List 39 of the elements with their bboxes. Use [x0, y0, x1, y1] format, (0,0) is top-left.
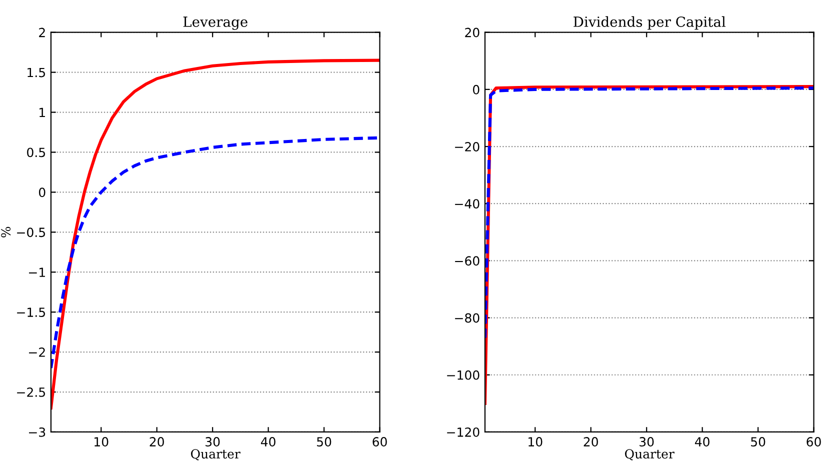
x-tick-label: 60	[372, 437, 387, 447]
y-tick-label: −1	[29, 268, 45, 277]
y-tick-label: 2	[39, 28, 45, 38]
y-tick-label: −2	[29, 348, 45, 357]
x-axis-title: Quarter	[625, 449, 674, 460]
x-tick-label: 30	[206, 437, 220, 447]
y-tick-label: 1	[40, 108, 45, 118]
x-tick-label: 30	[640, 437, 654, 447]
x-tick-label: 10	[94, 437, 108, 447]
y-tick-label: −60	[455, 256, 480, 266]
x-axis-title: Quarter	[191, 449, 240, 460]
x-tick-label: 50	[751, 437, 766, 447]
y-tick-label: −20	[455, 142, 480, 152]
y-tick-label: −80	[455, 313, 480, 323]
y-tick-label: −40	[455, 199, 480, 209]
x-tick-label: 10	[528, 437, 542, 447]
x-tick-label: 60	[806, 437, 821, 447]
y-tick-label: −100	[447, 370, 480, 380]
x-tick-label: 40	[260, 437, 276, 447]
y-tick-label: −1.5	[17, 308, 46, 318]
line-series	[484, 86, 814, 340]
y-tick-label: 0.5	[27, 148, 46, 158]
line-series	[50, 58, 380, 410]
chart-title: Dividends per Capital	[574, 16, 726, 30]
chart-title: Leverage	[183, 16, 248, 30]
line-series	[50, 136, 380, 370]
x-tick-label: 50	[317, 437, 332, 447]
y-tick-label: −2.5	[17, 387, 46, 397]
y-tick-label: 1.5	[28, 68, 46, 78]
y-tick-label: −3	[29, 427, 46, 437]
x-tick-label: 20	[150, 437, 164, 447]
y-tick-label: 20	[465, 28, 480, 38]
x-tick-label: 20	[584, 437, 598, 447]
y-tick-label: −0.5	[17, 228, 46, 238]
y-tick-label: −120	[447, 427, 480, 437]
x-tick-label: 40	[694, 437, 710, 447]
y-axis-title: %	[1, 226, 11, 238]
y-tick-label: 0	[38, 188, 46, 198]
y-tick-label: 0	[472, 84, 480, 94]
